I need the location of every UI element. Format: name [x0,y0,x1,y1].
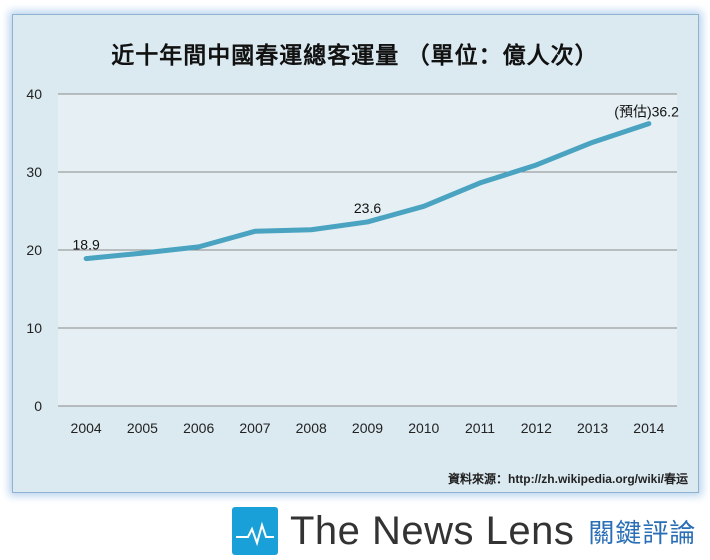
x-tick-label: 2007 [239,420,270,436]
x-tick-label: 2011 [465,420,495,436]
x-tick-label: 2009 [352,420,383,436]
x-tick-label: 2005 [127,420,158,436]
x-tick-label: 2012 [521,420,552,436]
source-note: 資料來源：http://zh.wikipedia.org/wiki/春运 [447,472,688,486]
news-lens-logo: The News Lens 關鍵評論 [232,505,696,557]
y-tick-label: 0 [34,398,42,414]
pulse-logo-icon [232,507,278,555]
data-label: (預估)36.2 [614,104,679,120]
x-tick-label: 2013 [577,420,608,436]
x-tick-label: 2006 [183,420,214,436]
x-tick-label: 2010 [408,420,439,436]
y-tick-label: 30 [26,164,42,180]
x-tick-label: 2008 [296,420,327,436]
chart-title: 近十年間中國春運總客運量 （單位：億人次） [111,42,599,68]
logo-text: The News Lens [290,508,575,553]
data-label: 23.6 [354,200,381,216]
y-tick-label: 10 [26,320,42,336]
data-label: 18.9 [73,237,100,253]
line-chart: 0 10 20 30 40 2004 2005 2006 2007 2008 2009 2010 201… [26,86,679,436]
x-tick-label: 2014 [633,420,664,436]
y-tick-label: 20 [26,242,42,258]
x-tick-label: 2004 [71,420,102,436]
y-tick-label: 40 [26,86,42,102]
logo-text-zh: 關鍵評論 [588,517,697,548]
